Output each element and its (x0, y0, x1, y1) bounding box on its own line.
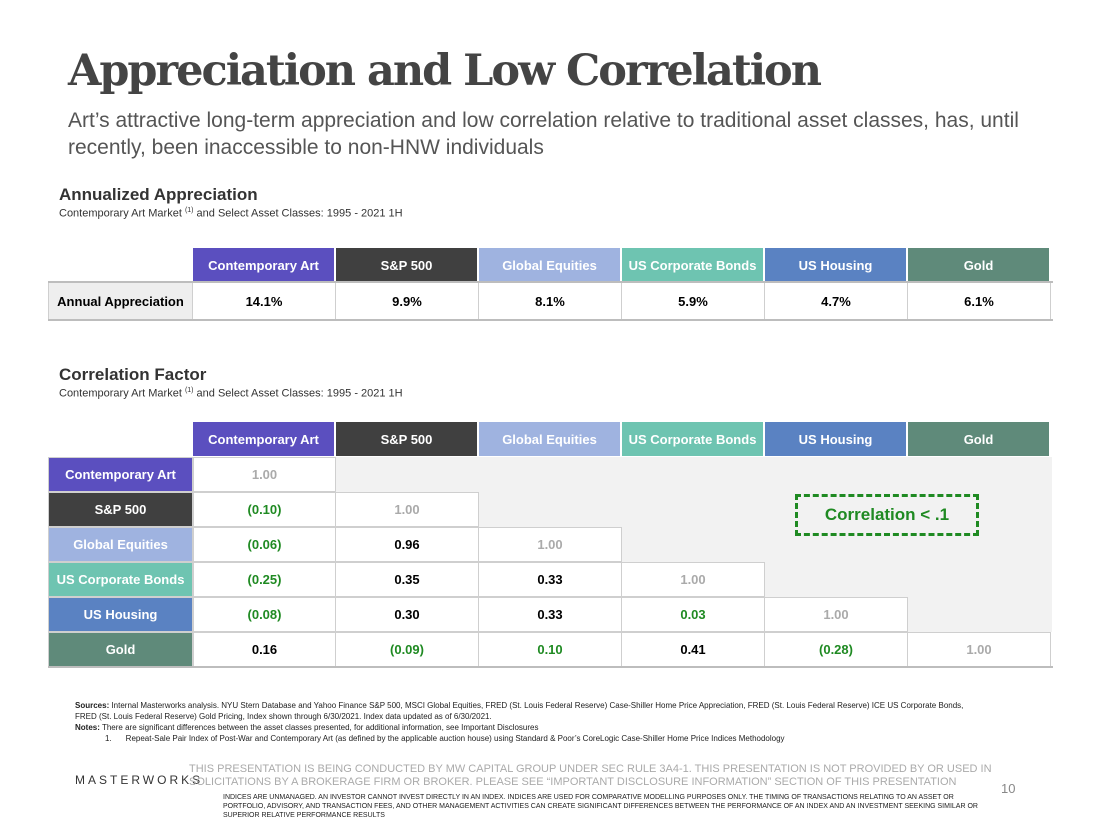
correlation-header-us-corporate-bonds: US Corporate Bonds (622, 422, 763, 456)
brand-logo: MASTERWORKS (75, 773, 204, 787)
appreciation-table-bottom-border (48, 319, 1053, 321)
correlation-cell: (0.25) (193, 562, 336, 597)
correlation-header-us-housing: US Housing (765, 422, 906, 456)
appreciation-value-us-corporate-bonds: 5.9% (622, 282, 765, 320)
appreciation-value-sp-500: 9.9% (336, 282, 479, 320)
appreciation-value-contemporary-art: 14.1% (193, 282, 336, 320)
correlation-cell: 0.10 (479, 632, 622, 667)
correlation-cell: 0.33 (479, 597, 622, 632)
appreciation-header-global-equities: Global Equities (479, 248, 620, 282)
sources-note: Sources: Internal Masterworks analysis. … (75, 701, 964, 721)
correlation-heading: Correlation Factor (59, 365, 207, 384)
correlation-cell: 0.41 (622, 632, 765, 667)
appreciation-table-top-border (48, 281, 1053, 283)
page-number: 10 (1001, 781, 1016, 796)
correlation-header-contemporary-art: Contemporary Art (193, 422, 334, 456)
page-subtitle: Art’s attractive long-term appreciation … (68, 109, 1019, 159)
footer-disclaimer: THIS PRESENTATION IS BEING CONDUCTED BY … (189, 763, 992, 788)
correlation-cell: 1.00 (479, 527, 622, 562)
appreciation-header-contemporary-art: Contemporary Art (193, 248, 334, 282)
correlation-subheading: Contemporary Art Market (1) and Select A… (59, 387, 403, 400)
correlation-cell: 0.33 (479, 562, 622, 597)
correlation-cell: (0.06) (193, 527, 336, 562)
correlation-cell: 1.00 (336, 492, 479, 527)
appreciation-row-label: Annual Appreciation (48, 282, 193, 320)
correlation-cell: 1.00 (765, 597, 908, 632)
footnote-1: 1. Repeat-Sale Pair Index of Post-War and… (105, 734, 785, 743)
appreciation-heading: Annualized Appreciation (59, 185, 258, 204)
correlation-header-global-equities: Global Equities (479, 422, 620, 456)
correlation-row-label-sp-500: S&P 500 (48, 492, 193, 527)
footer-index-disclaimer: INDICES ARE UNMANAGED. AN INVESTOR CANNO… (223, 794, 978, 819)
appreciation-header-sp-500: S&P 500 (336, 248, 477, 282)
correlation-header-sp-500: S&P 500 (336, 422, 477, 456)
correlation-cell: 0.30 (336, 597, 479, 632)
correlation-cell: (0.10) (193, 492, 336, 527)
correlation-row-label-us-housing: US Housing (48, 597, 193, 632)
correlation-cell: (0.28) (765, 632, 908, 667)
appreciation-value-us-housing: 4.7% (765, 282, 908, 320)
appreciation-header-us-housing: US Housing (765, 248, 906, 282)
correlation-row-label-us-corporate-bonds: US Corporate Bonds (48, 562, 193, 597)
appreciation-header-us-corporate-bonds: US Corporate Bonds (622, 248, 763, 282)
appreciation-value-gold: 6.1% (908, 282, 1051, 320)
appreciation-header-gold: Gold (908, 248, 1049, 282)
correlation-row-label-contemporary-art: Contemporary Art (48, 457, 193, 492)
correlation-row-label-gold: Gold (48, 632, 193, 667)
correlation-cell: 0.96 (336, 527, 479, 562)
appreciation-value-global-equities: 8.1% (479, 282, 622, 320)
correlation-cell: (0.08) (193, 597, 336, 632)
correlation-cell: 0.03 (622, 597, 765, 632)
correlation-cell: 0.16 (193, 632, 336, 667)
notes-note: Notes: There are significant differences… (75, 723, 539, 732)
correlation-cell: 0.35 (336, 562, 479, 597)
page-title: Appreciation and Low Correlation (68, 46, 822, 96)
correlation-cell: 1.00 (622, 562, 765, 597)
correlation-callout: Correlation < .1 (795, 494, 979, 536)
correlation-table-bottom-border (48, 666, 1053, 668)
correlation-cell: 1.00 (908, 632, 1051, 667)
correlation-cell: (0.09) (336, 632, 479, 667)
correlation-row-label-global-equities: Global Equities (48, 527, 193, 562)
correlation-cell: 1.00 (193, 457, 336, 492)
appreciation-subheading: Contemporary Art Market (1) and Select A… (59, 207, 403, 220)
correlation-header-gold: Gold (908, 422, 1049, 456)
